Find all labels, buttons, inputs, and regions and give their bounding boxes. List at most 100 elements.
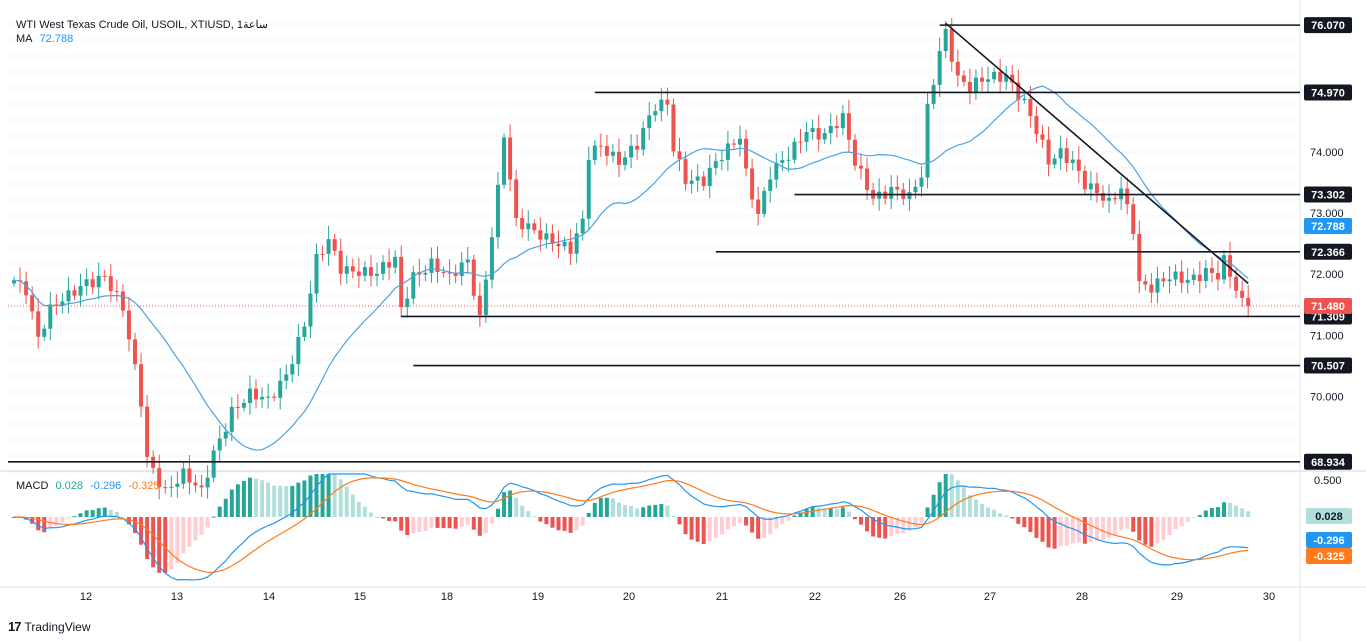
- macd-hist-bar: [471, 517, 476, 530]
- level-tag-70.507-bg: [1304, 357, 1352, 374]
- x-tick-label: 30: [1263, 591, 1275, 603]
- candle-body: [617, 151, 621, 165]
- macd-signal-value: -0.325: [128, 480, 160, 492]
- candle-body: [502, 137, 507, 185]
- candle-body: [562, 241, 567, 247]
- candle-body: [1240, 290, 1245, 298]
- macd-hist-bar: [66, 517, 71, 519]
- macd-hist-bar: [133, 517, 137, 534]
- candle-body: [689, 180, 694, 184]
- candle-body: [1222, 255, 1226, 280]
- candle-body: [84, 279, 89, 286]
- candle-body: [1113, 197, 1118, 200]
- symbol-legend[interactable]: WTI West Texas Crude Oil, USOIL, XTIUSD,…: [16, 18, 272, 31]
- candle-body: [314, 253, 319, 294]
- macd-hist-bar: [1076, 517, 1081, 543]
- macd-hist-bar: [804, 509, 809, 517]
- macd-hist-bar: [90, 510, 95, 517]
- candle-body: [1040, 134, 1045, 140]
- macd-hist-bar: [810, 506, 815, 517]
- candle-body: [308, 293, 313, 327]
- macd-hist-bar: [217, 506, 222, 517]
- candle-body: [756, 199, 761, 214]
- candle-body: [42, 328, 47, 337]
- macd-hist-bar: [1173, 517, 1178, 530]
- candle-body: [1203, 268, 1208, 282]
- candle-body: [707, 167, 712, 187]
- macd-hist-bar: [1010, 517, 1015, 519]
- price-axis[interactable]: 70.000 71.000 72.000 73.000 74.000 76.070 74.9…: [1304, 17, 1352, 564]
- macd-hist-bar: [798, 512, 803, 517]
- ma-legend[interactable]: MA 72.788: [16, 33, 77, 45]
- macd-hist-bar: [834, 508, 839, 517]
- macd-hist-bar: [713, 517, 718, 538]
- macd-hist-bar: [205, 517, 210, 528]
- macd-hist-bar: [1064, 517, 1069, 546]
- macd-hist-bar: [774, 517, 779, 529]
- macd-hist-bar: [961, 487, 966, 517]
- macd-tag-signal: -0.325: [1313, 551, 1344, 563]
- macd-hist-bar: [816, 508, 821, 517]
- candle-body: [937, 51, 942, 85]
- candle-body: [701, 176, 706, 187]
- macd-legend[interactable]: MACD 0.028 -0.296 -0.325: [16, 480, 164, 492]
- candle-body: [1173, 271, 1178, 280]
- macd-hist-bar: [762, 517, 767, 538]
- level-tag-74.970: 74.970: [1311, 87, 1345, 99]
- macd-hist-bar: [1119, 517, 1124, 531]
- macd-hist-bar: [108, 509, 113, 517]
- macd-hist-bar: [937, 482, 942, 517]
- candle-body: [713, 161, 718, 168]
- macd-hist-bar: [362, 506, 367, 517]
- candle-body: [169, 486, 174, 488]
- macd-hist-bar: [453, 517, 458, 529]
- candle-body: [338, 250, 343, 274]
- candle-body: [496, 184, 500, 238]
- macd-hist-bar: [459, 517, 464, 527]
- macd-hist-bar: [477, 517, 482, 536]
- candle-body: [659, 99, 664, 112]
- macd-hist-bar: [387, 517, 392, 521]
- macd-hist-bar: [193, 517, 198, 541]
- candle-body: [332, 239, 337, 251]
- macd-hist-bar: [417, 517, 422, 532]
- candle-body: [108, 276, 113, 292]
- macd-hist-bar: [1167, 517, 1172, 536]
- candle-body: [1016, 82, 1021, 101]
- level-tag-70.507: 70.507: [1311, 361, 1345, 373]
- macd-hist-bar: [266, 482, 271, 517]
- candle-body: [368, 267, 373, 276]
- candle-body: [266, 396, 271, 398]
- macd-hist-bar: [683, 517, 688, 535]
- time-axis[interactable]: 12 13 14 15 18 19 20 21 22 26 27 28 29 30: [80, 591, 1275, 603]
- macd-hist-bar: [1228, 502, 1233, 517]
- candle-body: [774, 162, 779, 180]
- macd-hist-bar: [151, 517, 156, 568]
- tradingview-logo[interactable]: 17 TradingView: [8, 619, 91, 634]
- macd-hist-bar: [701, 517, 706, 544]
- ma-tag: 72.788: [1311, 221, 1345, 233]
- macd-hist-bar: [1161, 517, 1166, 540]
- macd-hist-bar: [707, 517, 712, 542]
- x-tick-label: 15: [354, 591, 366, 603]
- macd-hist-bar: [931, 494, 936, 517]
- candle-body: [423, 272, 428, 275]
- macd-hist-bar: [1040, 517, 1045, 542]
- macd-hist-bar: [1131, 517, 1136, 532]
- candle-body: [574, 233, 579, 254]
- macd-hist-bar: [465, 517, 470, 525]
- levels[interactable]: [8, 24, 1300, 463]
- y-tick-label: 73.000: [1310, 208, 1344, 220]
- macd-hist-bar: [604, 497, 609, 517]
- macd-hist-bar: [1046, 517, 1051, 548]
- candle-body: [387, 262, 392, 268]
- candle-body: [629, 145, 634, 158]
- candle-body: [623, 157, 628, 165]
- macd-hist-bar: [423, 517, 428, 531]
- x-tick-label: 19: [532, 591, 544, 603]
- candle-body: [532, 223, 537, 231]
- macd-hist-bar: [42, 517, 47, 533]
- trendline-layer[interactable]: [945, 22, 1249, 284]
- candle-body: [217, 438, 222, 451]
